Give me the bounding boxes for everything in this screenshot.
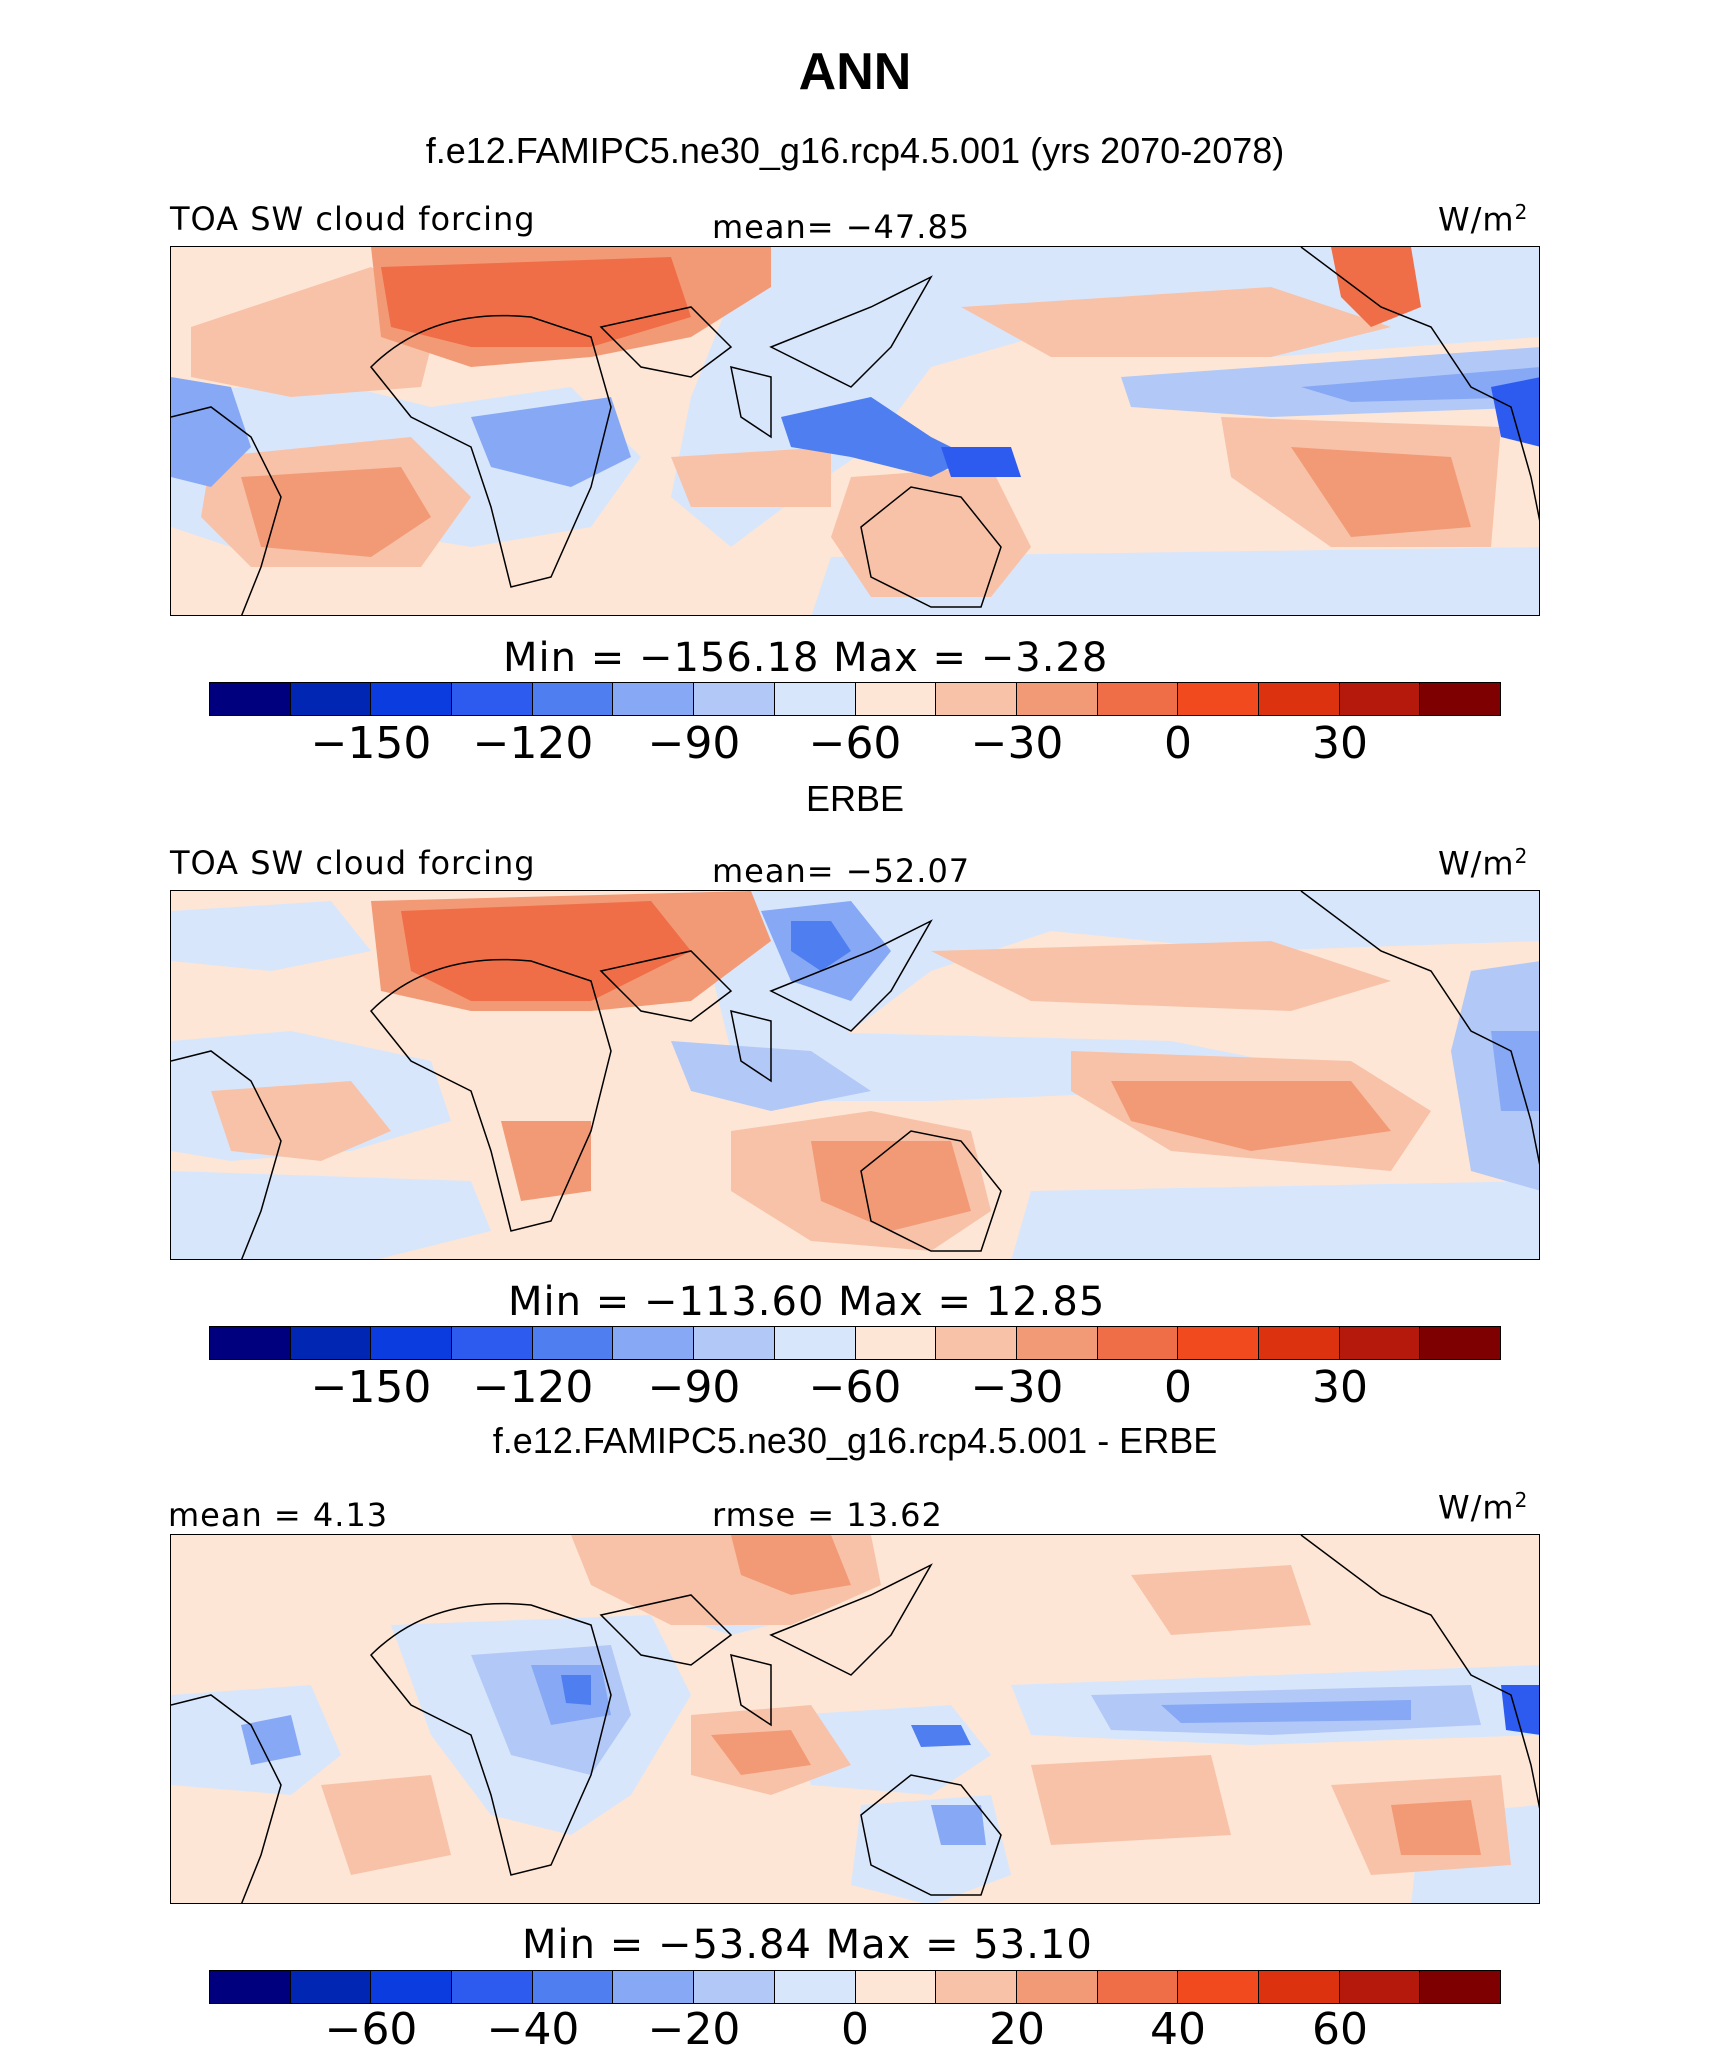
colorbar-swatch [613, 1327, 695, 1359]
colorbar-swatch [1258, 1971, 1340, 2003]
colorbar-swatch [371, 1971, 453, 2003]
colorbar-tick-label: 30 [1312, 718, 1368, 769]
colorbar-swatch [1339, 1327, 1421, 1359]
panel-2-mean-label: mean= −52.07 [712, 852, 971, 890]
panel-3-rmse-label: rmse = 13.62 [712, 1496, 943, 1534]
colorbar-swatch [855, 1971, 937, 2003]
colorbar-swatch [1339, 1971, 1421, 2003]
colorbar-swatch [1097, 1971, 1179, 2003]
panel-1-colorbar [209, 682, 1501, 716]
colorbar-swatch [532, 683, 614, 715]
panel-1-heading: f.e12.FAMIPC5.ne30_g16.rcp4.5.001 (yrs 2… [425, 130, 1285, 171]
colorbar-tick-label: −150 [310, 1362, 432, 1413]
colorbar-swatch [1016, 1971, 1098, 2003]
colorbar-swatch [1258, 1327, 1340, 1359]
colorbar-swatch [1016, 683, 1098, 715]
colorbar-tick-label: 60 [1312, 2004, 1368, 2055]
colorbar-swatch [694, 1971, 775, 2003]
colorbar-swatch [694, 1327, 775, 1359]
panel-1-variable-label: TOA SW cloud forcing [170, 200, 536, 238]
colorbar-swatch [1420, 1327, 1500, 1359]
colorbar-tick-label: −20 [647, 2004, 741, 2055]
colorbar-tick-label: −120 [472, 1362, 594, 1413]
colorbar-swatch [774, 683, 856, 715]
colorbar-swatch [210, 683, 291, 715]
colorbar-swatch [1420, 1971, 1500, 2003]
colorbar-swatch [774, 1327, 856, 1359]
colorbar-swatch [1016, 1327, 1098, 1359]
colorbar-tick-label: 0 [1164, 718, 1192, 769]
colorbar-swatch [532, 1971, 614, 2003]
panel-2-units: W/m2 [1438, 844, 1529, 883]
colorbar-tick-label: −150 [310, 718, 432, 769]
colorbar-swatch [936, 1327, 1017, 1359]
colorbar-swatch [371, 683, 453, 715]
colorbar-swatch [1097, 1327, 1179, 1359]
panel-2-map [170, 890, 1540, 1260]
colorbar-swatch [290, 683, 372, 715]
panel-2-variable-label: TOA SW cloud forcing [170, 844, 536, 882]
panel-3-mean-label: mean = 4.13 [168, 1496, 389, 1534]
colorbar-swatch [1097, 683, 1179, 715]
colorbar-swatch [1420, 683, 1500, 715]
colorbar-tick-label: −30 [970, 1362, 1064, 1413]
panel-3-map [170, 1534, 1540, 1904]
panel-2-heading: ERBE [805, 778, 905, 819]
colorbar-tick-label: −60 [808, 1362, 902, 1413]
panel-2-min-max: Min = −113.60 Max = 12.85 [508, 1279, 1106, 1325]
colorbar-tick-label: −90 [647, 718, 741, 769]
panel-1-mean-label: mean= −47.85 [712, 208, 971, 246]
panel-1-map [170, 246, 1540, 616]
colorbar-swatch [290, 1971, 372, 2003]
colorbar-swatch [694, 683, 775, 715]
colorbar-tick-label: −90 [647, 1362, 741, 1413]
panel-2-colorbar [209, 1326, 1501, 1360]
colorbar-tick-label: −60 [808, 718, 902, 769]
colorbar-tick-label: −120 [472, 718, 594, 769]
colorbar-swatch [1178, 683, 1259, 715]
colorbar-swatch [210, 1327, 291, 1359]
colorbar-swatch [1258, 683, 1340, 715]
panel-3-colorbar [209, 1970, 1501, 2004]
colorbar-swatch [936, 1971, 1017, 2003]
colorbar-tick-label: 0 [1164, 1362, 1192, 1413]
colorbar-swatch [452, 1327, 533, 1359]
figure-title: ANN [798, 43, 912, 101]
colorbar-swatch [371, 1327, 453, 1359]
colorbar-swatch [613, 1971, 695, 2003]
colorbar-swatch [1178, 1971, 1259, 2003]
colorbar-tick-label: −60 [324, 2004, 418, 2055]
colorbar-swatch [855, 683, 937, 715]
colorbar-tick-label: 20 [989, 2004, 1045, 2055]
colorbar-swatch [290, 1327, 372, 1359]
panel-3-heading: f.e12.FAMIPC5.ne30_g16.rcp4.5.001 - ERBE [492, 1420, 1218, 1461]
colorbar-tick-label: 0 [841, 2004, 869, 2055]
colorbar-swatch [1178, 1327, 1259, 1359]
colorbar-swatch [532, 1327, 614, 1359]
colorbar-swatch [452, 1971, 533, 2003]
colorbar-tick-label: 40 [1150, 2004, 1206, 2055]
colorbar-swatch [936, 683, 1017, 715]
colorbar-tick-label: 30 [1312, 1362, 1368, 1413]
colorbar-swatch [1339, 683, 1421, 715]
colorbar-tick-label: −40 [486, 2004, 580, 2055]
colorbar-swatch [210, 1971, 291, 2003]
colorbar-swatch [855, 1327, 937, 1359]
panel-1-min-max: Min = −156.18 Max = −3.28 [503, 635, 1109, 681]
panel-3-units: W/m2 [1438, 1488, 1529, 1527]
panel-1-units: W/m2 [1438, 200, 1529, 239]
panel-3-min-max: Min = −53.84 Max = 53.10 [522, 1922, 1093, 1968]
colorbar-swatch [774, 1971, 856, 2003]
colorbar-tick-label: −30 [970, 718, 1064, 769]
colorbar-swatch [452, 683, 533, 715]
colorbar-swatch [613, 683, 695, 715]
